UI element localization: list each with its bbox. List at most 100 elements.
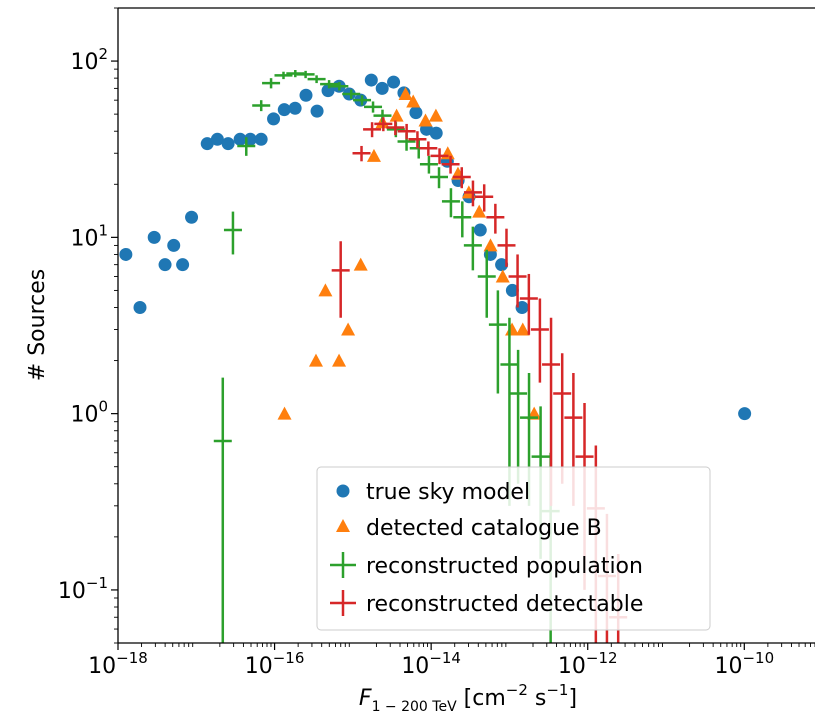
data-point <box>274 71 293 80</box>
data-point <box>374 117 393 132</box>
data-point <box>237 137 256 156</box>
data-point <box>363 122 382 138</box>
data-point <box>341 322 356 336</box>
data-point <box>488 290 507 394</box>
data-point <box>210 132 224 146</box>
data-point <box>352 145 371 162</box>
data-point <box>430 167 449 189</box>
data-point <box>330 82 349 91</box>
data-point <box>254 132 268 146</box>
data-point <box>440 146 455 160</box>
data-point <box>441 155 460 174</box>
data-point <box>277 103 291 117</box>
data-point <box>386 120 405 136</box>
data-point <box>463 180 482 207</box>
data-point <box>353 95 372 106</box>
data-point <box>486 203 505 234</box>
data-point <box>307 75 326 84</box>
data-point <box>233 132 247 146</box>
series-1 <box>277 87 542 420</box>
data-point <box>366 148 381 162</box>
data-point <box>509 349 528 484</box>
data-point <box>364 73 378 87</box>
legend: true sky model detected catalogue B reco… <box>316 466 711 631</box>
data-point <box>441 188 460 218</box>
data-point <box>176 258 190 272</box>
data-point <box>296 70 315 79</box>
data-point <box>331 241 350 318</box>
data-point <box>419 141 438 156</box>
legend-entry-reconstructed-detectable: reconstructed detectable <box>330 590 643 617</box>
legend-entry-detected-catalogue-b: detected catalogue B <box>336 516 602 541</box>
data-point <box>332 353 347 367</box>
data-point <box>389 108 404 122</box>
data-point <box>475 184 494 212</box>
legend-label: detected catalogue B <box>366 516 602 541</box>
data-point <box>299 88 313 102</box>
data-point <box>418 113 433 127</box>
ticks: 10−18 10−16 10−14 10−12 10−10 10−1 100 101 102 <box>58 7 815 679</box>
data-point <box>497 228 516 267</box>
y-axis-label: # Sources <box>25 269 50 381</box>
legend-entry-true-sky-model: true sky model <box>336 480 530 505</box>
data-point <box>530 298 549 383</box>
data-point <box>429 126 443 140</box>
data-point <box>252 100 271 112</box>
x-tick-label: 10−14 <box>401 649 461 679</box>
data-point <box>463 226 482 271</box>
data-point <box>508 254 527 308</box>
data-point <box>515 301 529 315</box>
legend-label: reconstructed population <box>366 554 643 579</box>
data-point <box>428 108 443 122</box>
data-point <box>409 106 423 120</box>
data-point <box>483 238 498 252</box>
data-point <box>200 137 214 151</box>
data-point <box>353 257 368 271</box>
data-point <box>223 211 242 255</box>
y-tick-label: 100 <box>70 398 108 428</box>
data-point <box>387 75 401 89</box>
data-point <box>472 204 487 218</box>
x-tick-label: 10−16 <box>245 649 305 679</box>
data-point <box>473 223 487 237</box>
data-point <box>398 87 413 101</box>
data-point <box>320 80 339 89</box>
y-tick-label: 101 <box>70 221 108 251</box>
data-point <box>318 283 333 297</box>
data-point <box>505 283 519 297</box>
data-point <box>119 247 133 261</box>
legend-marker-circle <box>336 484 350 498</box>
data-point <box>453 201 472 238</box>
data-point <box>167 238 181 252</box>
data-point <box>185 210 199 224</box>
y-tick-label: 10−1 <box>58 574 108 604</box>
data-point <box>277 406 292 420</box>
legend-marker-triangle <box>336 519 350 532</box>
data-point <box>308 353 323 367</box>
x-tick-label: 10−18 <box>88 649 148 679</box>
x-axis-label: F1 − 200 TeV [cm−2 s−1] <box>359 681 577 715</box>
data-point <box>158 258 172 272</box>
legend-frame <box>316 466 711 631</box>
data-point <box>406 94 421 108</box>
legend-entry-reconstructed-population: reconstructed population <box>330 552 643 579</box>
data-point <box>495 269 510 283</box>
data-point <box>262 78 281 89</box>
data-point <box>408 131 427 149</box>
data-point <box>553 353 572 484</box>
data-point <box>342 89 361 99</box>
data-point <box>310 104 324 118</box>
data-point <box>477 249 496 318</box>
data-point <box>133 301 147 315</box>
series-0 <box>119 73 752 421</box>
data-point <box>495 258 509 272</box>
data-point <box>515 322 530 336</box>
y-tick-label: 102 <box>70 45 108 75</box>
data-point <box>738 407 752 421</box>
data-point <box>452 167 471 189</box>
data-point <box>519 273 538 335</box>
data-point <box>213 377 232 643</box>
x-tick-label: 10−10 <box>714 649 774 679</box>
x-tick-label: 10−12 <box>558 649 618 679</box>
